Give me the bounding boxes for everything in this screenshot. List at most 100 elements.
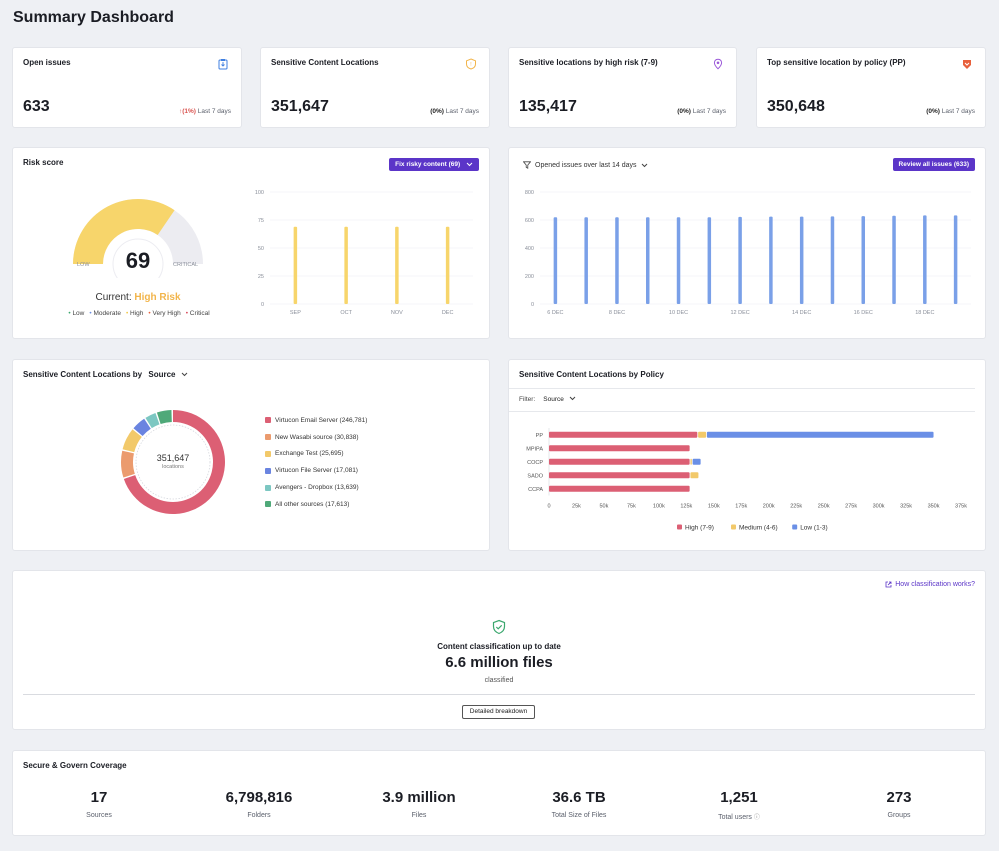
bar-segment[interactable] xyxy=(549,458,690,465)
shield-check-icon xyxy=(492,619,506,635)
legend-high: • High xyxy=(125,310,144,317)
bar[interactable] xyxy=(646,217,650,304)
bar-segment[interactable] xyxy=(690,472,699,479)
kpi-title: Top sensitive location by policy (PP) xyxy=(767,58,906,67)
donut-slice[interactable] xyxy=(145,413,160,429)
legend-item[interactable]: Avengers - Dropbox (13,639) xyxy=(265,479,367,496)
bar-segment[interactable] xyxy=(698,431,707,438)
x-tick-label: 125k xyxy=(680,504,692,510)
badge-icon xyxy=(963,60,971,69)
y-tick-label: 600 xyxy=(525,218,534,224)
x-tick-label: 275k xyxy=(845,504,857,510)
bar[interactable] xyxy=(861,216,866,304)
bar[interactable] xyxy=(395,226,399,304)
kpi-card-sensitive-locations[interactable]: Sensitive Content Locations ! 351,647 (0… xyxy=(261,48,489,127)
gauge-critical-label: CRITICAL xyxy=(173,262,199,268)
issues-filter-dropdown[interactable]: Opened issues over last 14 days xyxy=(523,161,648,169)
kpi-card-high-risk-locations[interactable]: Sensitive locations by high risk (7-9) 1… xyxy=(509,48,736,127)
card-title: Secure & Govern Coverage xyxy=(23,761,127,770)
bar-segment[interactable] xyxy=(549,445,690,452)
bar[interactable] xyxy=(799,216,804,304)
kpi-value: 351,647 xyxy=(271,98,329,115)
how-classification-works-link[interactable]: How classification works? xyxy=(885,581,975,588)
donut-slice[interactable] xyxy=(122,429,142,453)
coverage-card: Secure & Govern Coverage 17 Sources 6,79… xyxy=(13,751,985,835)
classification-status: Content classification up to date xyxy=(437,642,561,651)
y-tick-label: CCPA xyxy=(528,487,543,493)
bar[interactable] xyxy=(676,217,681,304)
chevron-down-icon xyxy=(569,396,576,401)
bar[interactable] xyxy=(445,226,450,304)
legend-item[interactable]: All other sources (17,613) xyxy=(265,496,367,513)
x-tick-label: 200k xyxy=(763,504,775,510)
risk-score-bar-chart: 0 25 50 75 100 SEP OCT NOV DEC xyxy=(255,190,473,316)
bar[interactable] xyxy=(892,215,896,304)
bar-segment[interactable] xyxy=(549,472,690,479)
y-tick-label: 400 xyxy=(525,246,534,252)
bar[interactable] xyxy=(584,217,588,304)
policy-filter-dropdown[interactable]: Source xyxy=(543,396,576,403)
legend-label: Avengers - Dropbox (13,639) xyxy=(275,484,359,492)
bar[interactable] xyxy=(615,217,619,304)
legend-item[interactable]: Virtucon File Server (17,081) xyxy=(265,462,367,479)
bar[interactable] xyxy=(293,226,298,304)
clipboard-icon xyxy=(218,59,228,70)
locations-by-source-card: Sensitive Content Locations by Source 35… xyxy=(13,360,489,550)
x-tick-label: 325k xyxy=(900,504,912,510)
kpi-title: Sensitive locations by high risk (7-9) xyxy=(519,58,658,67)
donut-inner-ring xyxy=(135,424,211,500)
legend-label[interactable]: High (7-9) xyxy=(685,525,714,532)
bar[interactable] xyxy=(769,216,773,304)
legend-label: New Wasabi source (30,838) xyxy=(275,433,359,441)
info-icon[interactable]: ⓘ xyxy=(753,815,760,821)
donut-slice[interactable] xyxy=(133,418,151,437)
stat-sources-label: Sources xyxy=(86,812,112,819)
kpi-delta: (0%) Last 7 days xyxy=(926,108,975,115)
y-tick-label: 75 xyxy=(258,218,264,224)
bar[interactable] xyxy=(830,216,835,304)
stat-files-value: 3.9 million xyxy=(382,789,456,806)
legend-item[interactable]: Exchange Test (25,695) xyxy=(265,446,367,463)
locations-by-policy-card: Sensitive Content Locations by Policy Fi… xyxy=(509,360,985,550)
bar-segment[interactable] xyxy=(692,458,701,465)
stat-sources-value: 17 xyxy=(90,789,108,806)
legend-label: Exchange Test (25,695) xyxy=(275,450,344,458)
bar-segment[interactable] xyxy=(690,458,692,465)
legend-swatch xyxy=(265,450,271,457)
x-tick-label: 25k xyxy=(572,504,581,510)
fix-risky-content-button[interactable]: Fix risky content (69) xyxy=(389,158,479,171)
source-legend: Virtucon Email Server (246,781) New Wasab… xyxy=(265,412,367,513)
donut-slice[interactable] xyxy=(156,410,172,424)
source-dropdown[interactable]: Source xyxy=(148,370,188,379)
chevron-down-icon xyxy=(181,372,188,377)
review-all-issues-button[interactable]: Review all issues (633) xyxy=(892,158,975,171)
chevron-down-icon xyxy=(641,163,647,167)
detailed-breakdown-button[interactable]: Detailed breakdown xyxy=(462,705,535,719)
y-tick-label: MPIPA xyxy=(526,446,543,452)
legend-item[interactable]: Virtucon Email Server (246,781) xyxy=(265,412,367,429)
bar[interactable] xyxy=(923,215,927,304)
x-tick-label: 75k xyxy=(627,504,636,510)
kpi-card-open-issues[interactable]: Open issues 633 ↑(1%) Last 7 days xyxy=(13,48,241,127)
bar[interactable] xyxy=(707,217,712,304)
bar-segment[interactable] xyxy=(706,431,934,438)
bar[interactable] xyxy=(553,217,558,304)
kpi-card-top-policy-location[interactable]: Top sensitive location by policy (PP) 35… xyxy=(757,48,985,127)
stat-groups-value: 273 xyxy=(886,789,912,806)
opened-issues-bar-chart: 0 200 400 600 800 6 DEC 8 DEC 10 DEC 12 DEC 14 DE… xyxy=(525,190,971,316)
donut-slice[interactable] xyxy=(121,450,135,478)
legend-label[interactable]: Medium (4-6) xyxy=(739,525,778,532)
kpi-delta: (0%) Last 7 days xyxy=(430,108,479,115)
bar[interactable] xyxy=(953,215,958,304)
bar-segment[interactable] xyxy=(549,485,690,492)
legend-item[interactable]: New Wasabi source (30,838) xyxy=(265,429,367,446)
x-tick-label: 14 DEC xyxy=(792,310,811,316)
card-title: Sensitive Content Locations by Source xyxy=(23,370,188,379)
bar-segment[interactable] xyxy=(549,431,698,438)
bar[interactable] xyxy=(738,216,742,304)
y-tick-label: 50 xyxy=(258,246,264,252)
stat-folders-label: Folders xyxy=(247,812,271,819)
legend-label: All other sources (17,613) xyxy=(275,500,350,508)
bar[interactable] xyxy=(344,226,348,304)
legend-label[interactable]: Low (1-3) xyxy=(800,525,827,532)
